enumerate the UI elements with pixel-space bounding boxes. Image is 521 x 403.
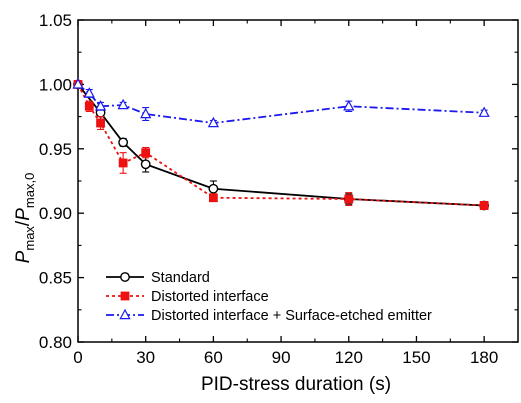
data-point <box>72 78 84 89</box>
y-tick-label: 0.90 <box>39 204 72 223</box>
data-point <box>343 100 355 111</box>
plot-frame-border <box>77 19 519 343</box>
legend-label-standard: Standard <box>151 270 210 286</box>
x-tick-label: 30 <box>136 348 155 367</box>
legend-sample-distorted-interface <box>106 291 144 301</box>
y-axis-title: Pmax/Pmax,0 <box>13 173 37 264</box>
y-tick-label: 1.00 <box>39 75 72 94</box>
x-axis-title: PID-stress duration (s) <box>201 374 391 395</box>
legend-item-standard: Standard <box>106 270 210 286</box>
legend-sample-distorted-etched <box>106 308 144 320</box>
data-point <box>141 148 151 158</box>
x-tick-label: 150 <box>402 348 430 367</box>
legend-marker <box>119 308 131 320</box>
legend-label-distorted-etched: Distorted interface + Surface-etched emi… <box>151 308 432 324</box>
y-axis-title-main-1: P <box>13 250 34 263</box>
series-line <box>77 83 485 124</box>
y-tick-label: 0.95 <box>39 140 72 159</box>
x-tick-label: 120 <box>335 348 363 367</box>
data-point <box>140 107 152 119</box>
x-tick-label: 90 <box>272 348 291 367</box>
y-axis-title-sep: / <box>13 220 34 226</box>
data-point <box>83 87 95 98</box>
legend-sample-standard <box>106 272 144 282</box>
data-point <box>479 201 489 210</box>
series-line <box>77 83 485 207</box>
x-tick-label: 0 <box>73 348 82 367</box>
data-point <box>84 101 94 111</box>
legend-marker <box>120 291 130 301</box>
x-axis: 0 30 60 90 120 150 180 <box>73 20 498 367</box>
plot-area <box>77 19 519 343</box>
data-point <box>94 100 107 111</box>
y-tick-label: 0.80 <box>39 333 72 352</box>
legend-item-distorted-interface: Distorted interface <box>106 289 269 305</box>
y-axis-title-sub-2: max,0 <box>22 173 37 208</box>
x-tick-label: 180 <box>470 348 498 367</box>
data-point <box>208 183 219 194</box>
series-1 <box>73 80 489 210</box>
series-2 <box>72 78 490 128</box>
data-point <box>344 194 354 204</box>
data-point <box>117 98 129 110</box>
legend-label-distorted-interface: Distorted interface <box>151 289 269 305</box>
data-point <box>478 106 490 117</box>
data-point <box>208 193 218 203</box>
data-point <box>118 158 128 168</box>
data-point <box>118 137 129 148</box>
x-tick-label: 60 <box>204 348 223 367</box>
series-line <box>77 83 485 207</box>
y-tick-label: 0.85 <box>39 269 72 288</box>
legend: Standard Distorted interface Distorted i… <box>106 270 432 324</box>
series-0 <box>73 79 490 211</box>
y-axis-title-sub-1: max <box>22 226 37 251</box>
data-point <box>207 116 219 128</box>
legend-item-distorted-etched: Distorted interface + Surface-etched emi… <box>106 308 432 324</box>
series-layer <box>72 78 490 211</box>
y-axis-title-main-2: P <box>13 208 34 221</box>
y-tick-label: 1.05 <box>39 11 72 30</box>
data-point <box>140 159 151 170</box>
legend-marker <box>120 272 130 282</box>
y-axis: 0.80 0.85 0.90 0.95 1.00 1.05 <box>39 11 518 352</box>
data-point <box>96 118 105 128</box>
